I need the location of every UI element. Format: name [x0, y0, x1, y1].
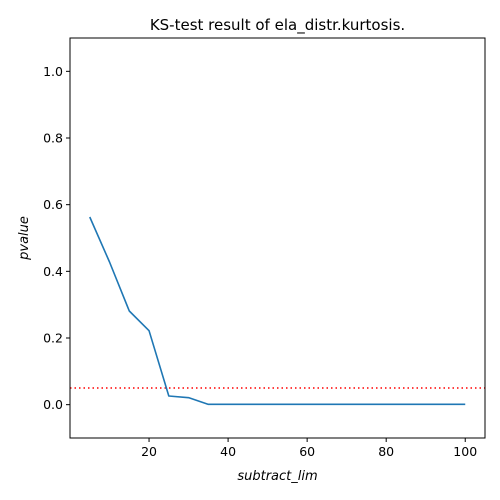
y-tick-label: 0.8	[43, 131, 63, 146]
y-axis: 0.0 0.2 0.4 0.6 0.8 1.0	[43, 64, 70, 412]
series-line-0	[89, 216, 466, 406]
y-tick-label: 0.2	[43, 331, 63, 346]
x-tick-label: 100	[453, 444, 477, 459]
y-axis-label: pvalue	[17, 216, 32, 261]
y-tick-label: 0.0	[43, 397, 63, 412]
y-tick-label: 0.6	[43, 197, 63, 212]
axes-frame	[69, 37, 486, 439]
x-tick-label: 80	[378, 444, 394, 459]
y-tick-label: 1.0	[43, 64, 63, 79]
x-tick-label: 60	[299, 444, 315, 459]
x-tick-label: 20	[141, 444, 157, 459]
x-axis-label: subtract_lim	[237, 469, 317, 484]
plot-area	[70, 216, 485, 406]
x-axis: 20 40 60 80 100	[141, 438, 477, 459]
x-tick-label: 40	[220, 444, 236, 459]
chart-title: KS-test result of ela_distr.kurtosis.	[150, 16, 405, 35]
y-tick-label: 0.4	[43, 264, 63, 279]
